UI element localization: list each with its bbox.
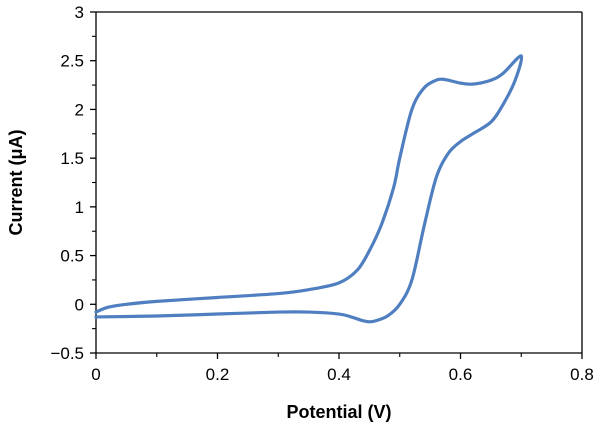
y-tick-label: 2 bbox=[75, 100, 84, 119]
x-tick-label: 0.8 bbox=[570, 365, 594, 384]
x-tick-label: 0.6 bbox=[449, 365, 473, 384]
y-tick-label: −0.5 bbox=[50, 344, 84, 363]
y-ticks: −0.5 0 0.5 1 1.5 2 2.5 3 bbox=[50, 3, 96, 363]
x-tick-label: 0.4 bbox=[327, 365, 351, 384]
series-layer bbox=[94, 54, 524, 324]
x-axis-title: Potential (V) bbox=[286, 402, 391, 422]
y-tick-label: 1 bbox=[75, 198, 84, 217]
y-tick-label: 0 bbox=[75, 295, 84, 314]
x-tick-label: 0 bbox=[91, 365, 100, 384]
y-tick-label: 2.5 bbox=[60, 52, 84, 71]
y-tick-label: 3 bbox=[75, 3, 84, 22]
y-axis-title: Current (μA) bbox=[6, 129, 26, 235]
y-tick-label: 0.5 bbox=[60, 247, 84, 266]
x-tick-label: 0.2 bbox=[206, 365, 230, 384]
x-ticks: 0 0.2 0.4 0.6 0.8 bbox=[91, 353, 594, 384]
series-line bbox=[94, 54, 524, 324]
y-tick-label: 1.5 bbox=[60, 149, 84, 168]
